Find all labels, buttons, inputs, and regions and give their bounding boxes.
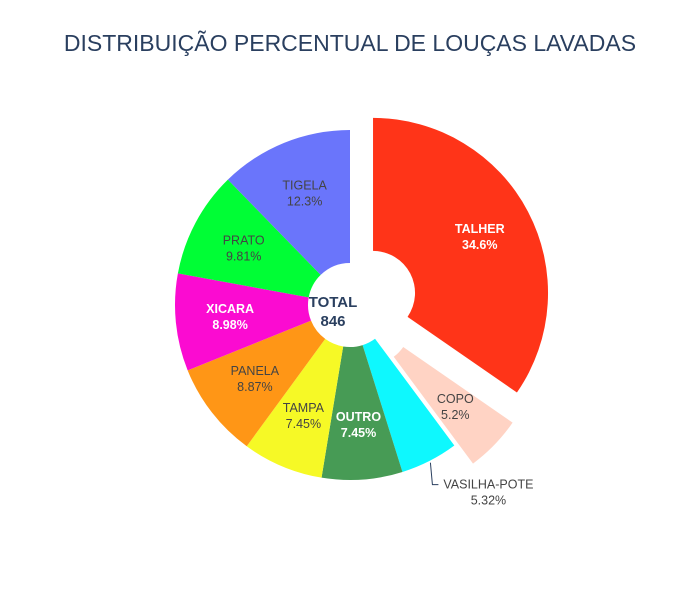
slice-label-xicara: XICARA (206, 302, 254, 316)
slice-percent-vasilha-pote: 5.32% (471, 494, 506, 508)
slice-label-tampa: TAMPA (283, 401, 325, 415)
slice-label-vasilha-pote: VASILHA-POTE (443, 478, 533, 492)
slice-percent-xicara: 8.98% (212, 318, 247, 332)
pie-slice-outro[interactable] (321, 345, 403, 480)
slice-percent-tigela: 12.3% (287, 194, 322, 208)
slice-percent-copo: 5.2% (441, 408, 470, 422)
pie-labels: TALHER 34.6% COPO 5.2% VASILHA-POTE 5.32% OUTR… (206, 178, 533, 507)
pie-slices (175, 117, 549, 480)
pie-slice-prato[interactable] (177, 179, 321, 298)
slice-label-prato: PRATO (223, 233, 265, 247)
slice-label-talher: TALHER (455, 222, 505, 236)
slice-label-outro: OUTRO (336, 410, 381, 424)
pie-slice-vasilha-pote[interactable] (362, 338, 455, 472)
pie-slice-panela[interactable] (187, 320, 326, 447)
slice-percent-outro: 7.45% (341, 426, 376, 440)
pie-slice-talher[interactable] (373, 117, 549, 393)
slice-percent-tampa: 7.45% (286, 417, 321, 431)
pie-slice-tigela[interactable] (227, 130, 350, 275)
slice-percent-prato: 9.81% (226, 249, 261, 263)
slice-label-panela: PANELA (231, 364, 280, 378)
slice-percent-panela: 8.87% (237, 380, 272, 394)
slice-label-copo: COPO (437, 392, 474, 406)
pie-slice-copo[interactable] (393, 346, 513, 464)
pie-slice-tampa[interactable] (246, 338, 344, 478)
slice-label-tigela: TIGELA (282, 178, 327, 192)
leader-line-vasilha-pote (429, 462, 439, 486)
pie-slice-xicara[interactable] (175, 273, 312, 371)
slice-percent-talher: 34.6% (462, 238, 497, 252)
center-total-value: 846 (320, 313, 345, 330)
chart-title: DISTRIBUIÇÃO PERCENTUAL DE LOUÇAS LAVADA… (64, 30, 636, 56)
center-total-label: TOTAL (309, 294, 358, 311)
